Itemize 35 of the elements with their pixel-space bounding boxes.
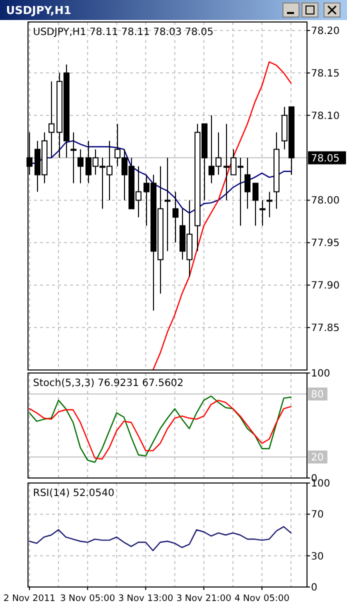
y-tick-label: 78.10 — [311, 110, 340, 122]
text: Stoch(5,3,3) 76.9231 67.5602 — [33, 378, 184, 389]
y-tick-label: 30 — [311, 551, 324, 562]
x-tick-label: 2 Nov 2011 — [3, 594, 56, 604]
x-tick-label: 3 Nov 13:00 — [118, 594, 174, 604]
line-series — [28, 526, 292, 552]
candlestick — [78, 148, 84, 184]
y-tick-label: 77.85 — [311, 323, 340, 334]
y-tick-label: 78.15 — [311, 68, 340, 80]
x-tick-label: 3 Nov 21:00 — [176, 594, 232, 604]
text: RSI(14) 52.0540 — [33, 488, 114, 499]
candlestick — [172, 191, 178, 244]
candlestick — [48, 80, 54, 158]
candlestick — [260, 200, 266, 226]
line-series — [152, 61, 292, 371]
ref-line-label: 80 — [311, 390, 324, 400]
y-tick-label: 100 — [311, 368, 330, 380]
candlestick — [252, 182, 258, 226]
candlestick — [164, 157, 170, 252]
candlestick — [70, 132, 76, 184]
ref-line-label: 20 — [311, 452, 324, 464]
candlestick — [266, 191, 272, 218]
text: USDJPY,H1 — [6, 4, 72, 17]
y-tick-label: 77.95 — [311, 238, 340, 250]
y-tick-label: 78.00 — [311, 196, 340, 207]
y-tick-label: 70 — [311, 510, 324, 521]
ref-line-label: 78.05 — [311, 153, 340, 164]
x-tick-label: 4 Nov 05:00 — [234, 594, 290, 604]
y-tick-label: 77.90 — [311, 280, 340, 292]
y-tick-label: 100 — [311, 478, 330, 490]
y-tick-label: 0 — [311, 582, 318, 594]
text: USDJPY,H1 78.11 78.11 78.03 78.05 — [33, 27, 214, 38]
x-tick-label: 3 Nov 05:00 — [60, 594, 116, 604]
y-tick-label: 78.20 — [311, 26, 340, 37]
candlestick — [244, 157, 250, 210]
